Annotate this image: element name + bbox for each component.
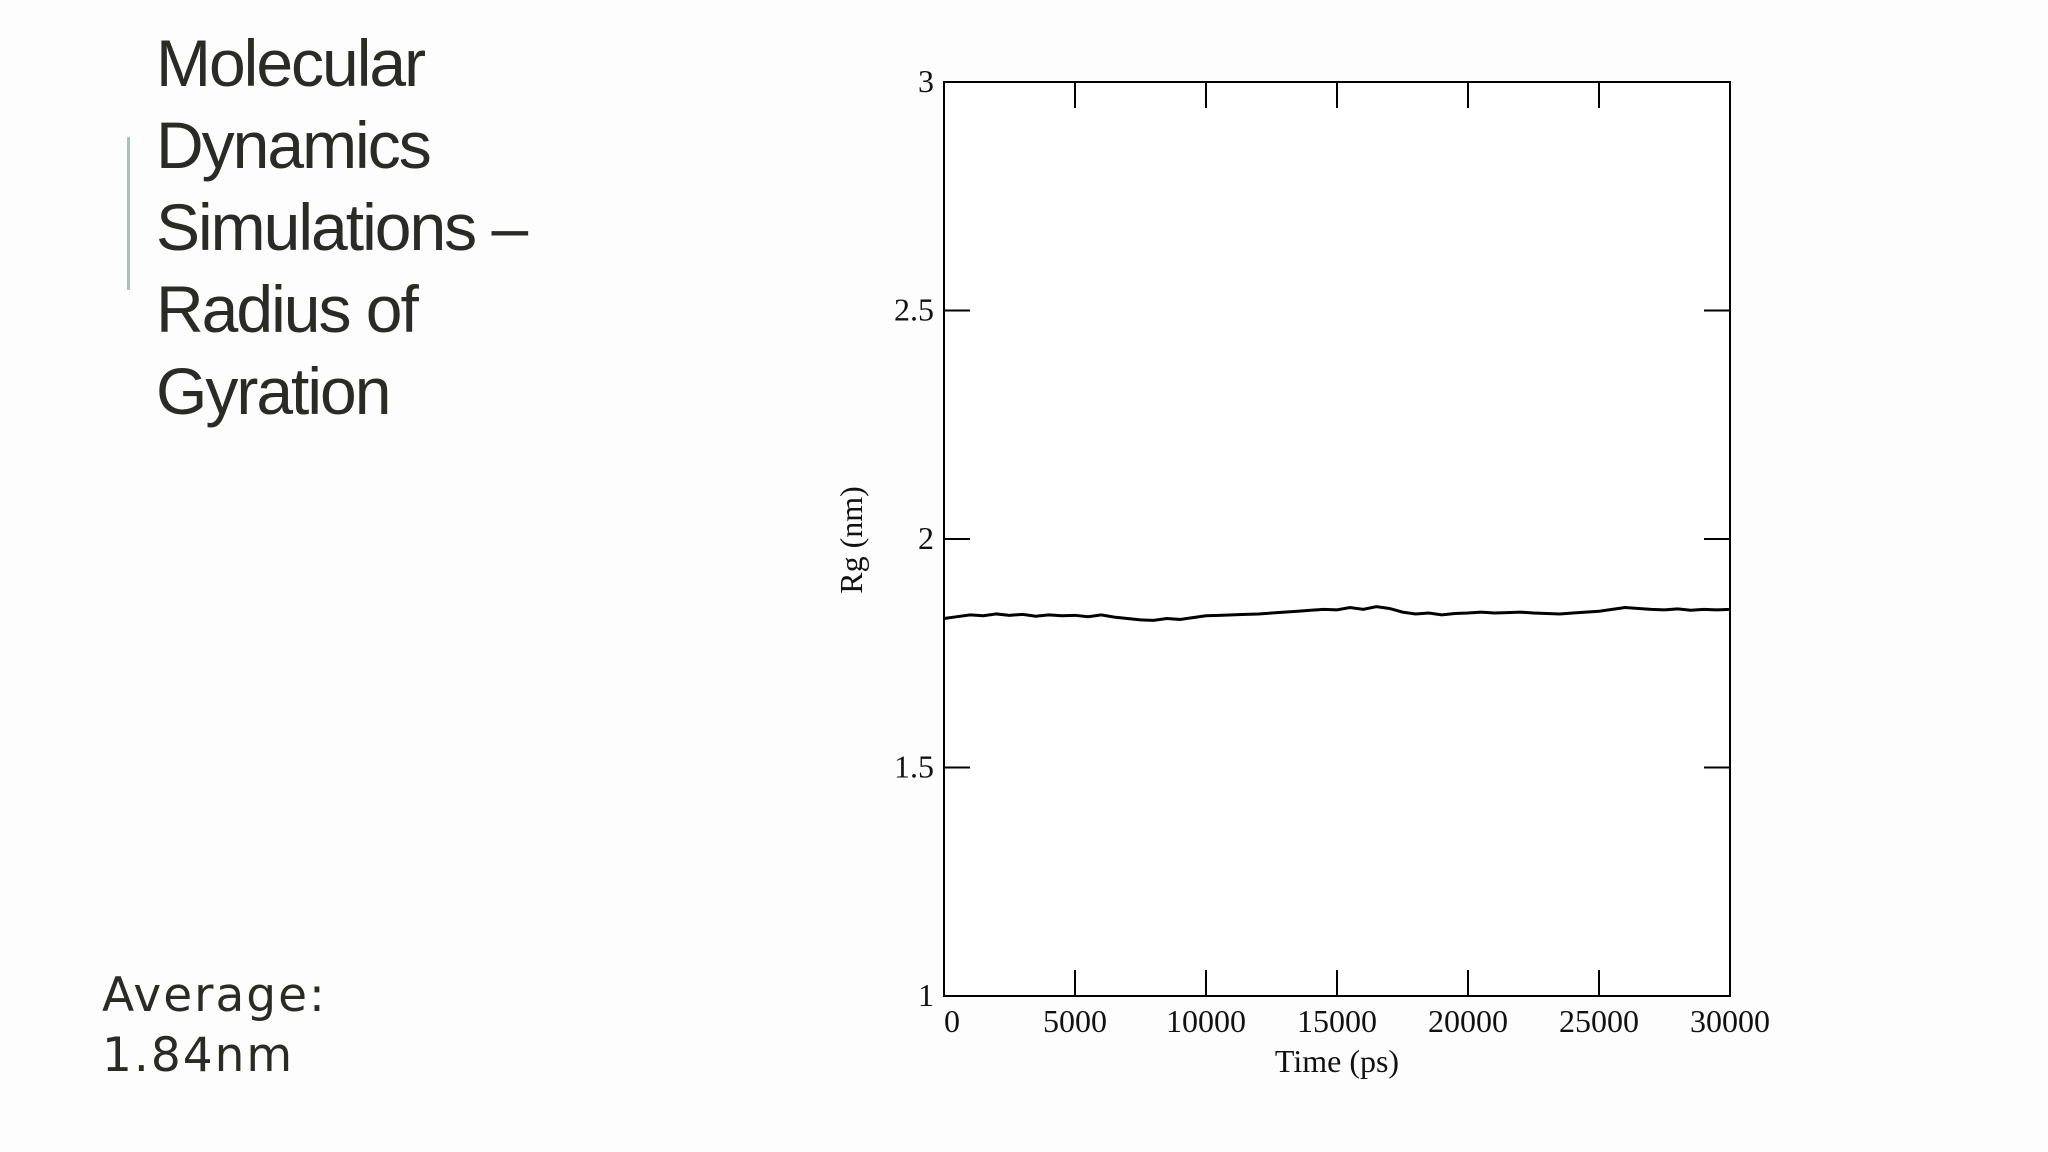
x-axis-label: Time (ps) — [1275, 1043, 1399, 1079]
accent-bar — [127, 137, 130, 290]
x-tick-label: 0 — [944, 1003, 960, 1039]
plot-frame — [943, 81, 1731, 997]
x-tick-label: 15000 — [1297, 1003, 1377, 1039]
y-tick-label: 3 — [918, 63, 934, 99]
x-tick-label: 5000 — [1043, 1003, 1107, 1039]
y-tick-label: 1.5 — [894, 749, 934, 785]
data-line — [943, 605, 1731, 622]
x-tick-label: 20000 — [1428, 1003, 1508, 1039]
y-tick-label: 2.5 — [894, 292, 934, 328]
x-tick-label: 30000 — [1690, 1003, 1770, 1039]
slide-title: Molecular Dynamics Simulations – Radius … — [156, 26, 528, 428]
average-note: Average: 1.84nm — [102, 968, 327, 1083]
y-axis-label: Rg (nm) — [833, 486, 869, 594]
x-tick-label: 25000 — [1559, 1003, 1639, 1039]
y-tick-label: 1 — [918, 977, 934, 1013]
y-tick-label: 2 — [918, 520, 934, 556]
x-tick-label: 10000 — [1166, 1003, 1246, 1039]
